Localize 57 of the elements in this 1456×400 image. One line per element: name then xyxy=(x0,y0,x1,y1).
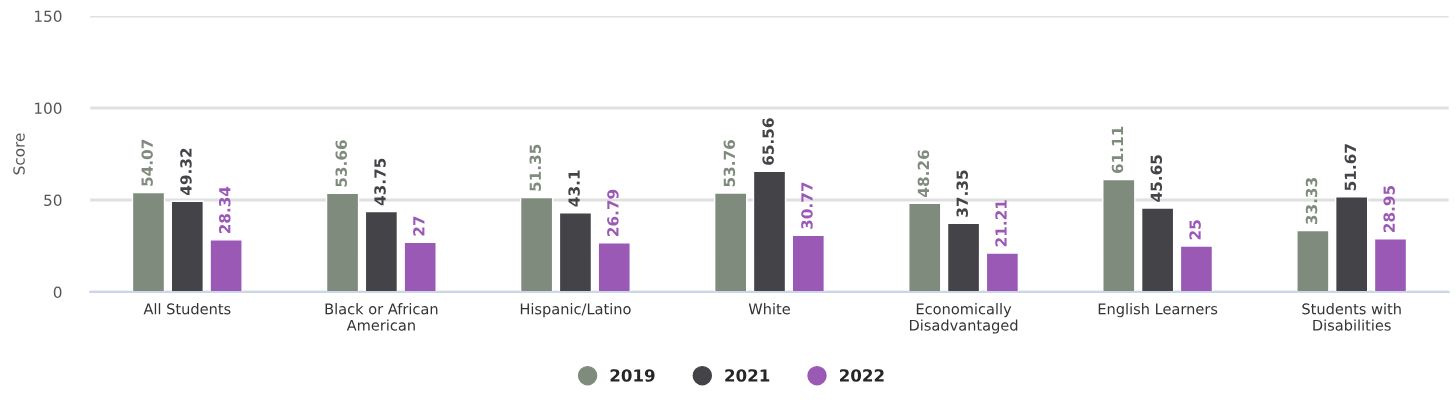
bar xyxy=(1334,196,1369,292)
legend-label: 2019 xyxy=(610,369,655,382)
bar xyxy=(209,239,243,292)
data-label: 54.07 xyxy=(141,139,153,186)
data-label: 25 xyxy=(1189,220,1201,240)
x-tick-label: Students with Disabilities xyxy=(1302,303,1401,331)
data-label: 51.35 xyxy=(529,144,542,191)
bar xyxy=(364,210,399,292)
legend-label: 2022 xyxy=(840,369,884,382)
data-label: 28.95 xyxy=(1383,185,1395,232)
data-label: 65.56 xyxy=(762,118,774,165)
bar xyxy=(946,222,981,292)
bar xyxy=(325,192,360,292)
x-tick-label: Black or African American xyxy=(325,303,438,331)
bar xyxy=(1140,207,1175,292)
x-tick-label: White xyxy=(748,303,790,315)
bar xyxy=(1102,178,1136,292)
data-label: 49.32 xyxy=(180,148,192,196)
x-tick-label: Economically Disadvantaged xyxy=(909,303,1018,334)
x-tick-label: All Students xyxy=(143,303,231,315)
x-tick-label: Hispanic/Latino xyxy=(520,303,631,318)
data-label: 33.33 xyxy=(1305,178,1318,225)
bar xyxy=(985,252,1020,292)
y-tick-label: 150 xyxy=(35,10,62,23)
bar xyxy=(597,242,631,292)
bar xyxy=(1296,229,1330,292)
bar xyxy=(558,212,593,292)
bar xyxy=(519,196,554,292)
y-tick-label: 50 xyxy=(44,194,62,207)
data-label: 61.11 xyxy=(1111,126,1124,174)
bar xyxy=(403,241,437,292)
data-label: 43.1 xyxy=(568,170,580,207)
data-label: 48.26 xyxy=(917,150,930,197)
bar xyxy=(131,191,166,292)
data-label: 28.34 xyxy=(218,186,231,234)
data-label: 30.77 xyxy=(801,182,813,229)
data-label: 26.79 xyxy=(607,189,619,236)
bar xyxy=(1179,245,1214,292)
data-label: 27 xyxy=(413,216,425,236)
data-label: 53.66 xyxy=(335,140,347,187)
data-label: 43.75 xyxy=(374,158,386,206)
bar xyxy=(713,192,748,292)
bar xyxy=(170,200,205,292)
bar xyxy=(1373,238,1408,292)
x-tick-label: English Learners xyxy=(1098,303,1218,318)
bar xyxy=(791,234,826,292)
data-label: 21.21 xyxy=(995,200,1007,247)
y-tick-label: 0 xyxy=(53,286,62,299)
legend-label: 2021 xyxy=(725,369,770,382)
data-label: 45.65 xyxy=(1150,155,1163,202)
y-axis-title: Score xyxy=(13,133,25,175)
data-label: 53.76 xyxy=(723,140,736,187)
bar xyxy=(752,170,787,292)
data-label: 51.67 xyxy=(1344,144,1357,191)
data-label: 37.35 xyxy=(956,170,968,217)
y-tick-label: 100 xyxy=(35,102,62,115)
bar xyxy=(908,202,942,292)
